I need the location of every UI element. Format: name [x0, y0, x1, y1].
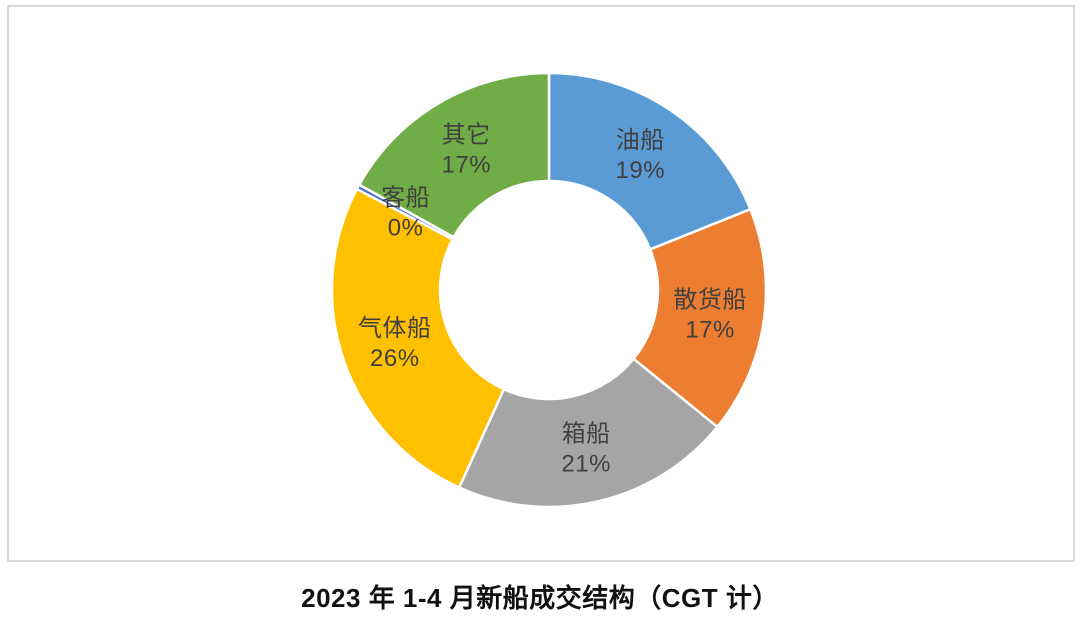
donut-slice-1 [547, 71, 753, 252]
slice-label-percent: 17% [685, 317, 735, 344]
slice-label-name: 箱船 [562, 421, 611, 448]
slice-label-5: 客船 0% [381, 185, 430, 242]
donut-chart: 油船 19% 散货船 17% 箱船 21% 气体船 26% 客船 0% 其它 17% [330, 71, 768, 509]
donut-slice-3 [457, 357, 720, 509]
slice-label-percent: 17% [442, 152, 492, 179]
donut-slice-2 [631, 207, 768, 429]
slice-label-3: 箱船 21% [561, 421, 611, 478]
slice-label-4: 气体船 26% [358, 315, 432, 372]
chart-title: 2023 年 1-4 月新船成交结构（CGT 计） [301, 583, 779, 613]
slice-label-name: 油船 [616, 127, 665, 154]
slice-label-name: 散货船 [673, 287, 747, 314]
slice-label-percent: 0% [388, 215, 424, 242]
chart-panel: 油船 19% 散货船 17% 箱船 21% 气体船 26% 客船 0% 其它 17% [7, 5, 1075, 562]
slice-label-name: 气体船 [358, 315, 432, 342]
slice-label-name: 客船 [381, 185, 430, 212]
slice-label-percent: 19% [616, 157, 666, 184]
slice-label-1: 油船 19% [616, 127, 666, 184]
donut-slice-4 [330, 187, 506, 490]
donut-slice-6 [357, 71, 551, 239]
slice-label-6: 其它 17% [442, 122, 492, 179]
slice-label-percent: 26% [370, 345, 420, 372]
slice-label-2: 散货船 17% [673, 287, 747, 344]
slice-label-name: 其它 [442, 122, 491, 149]
slice-label-percent: 21% [561, 451, 611, 478]
